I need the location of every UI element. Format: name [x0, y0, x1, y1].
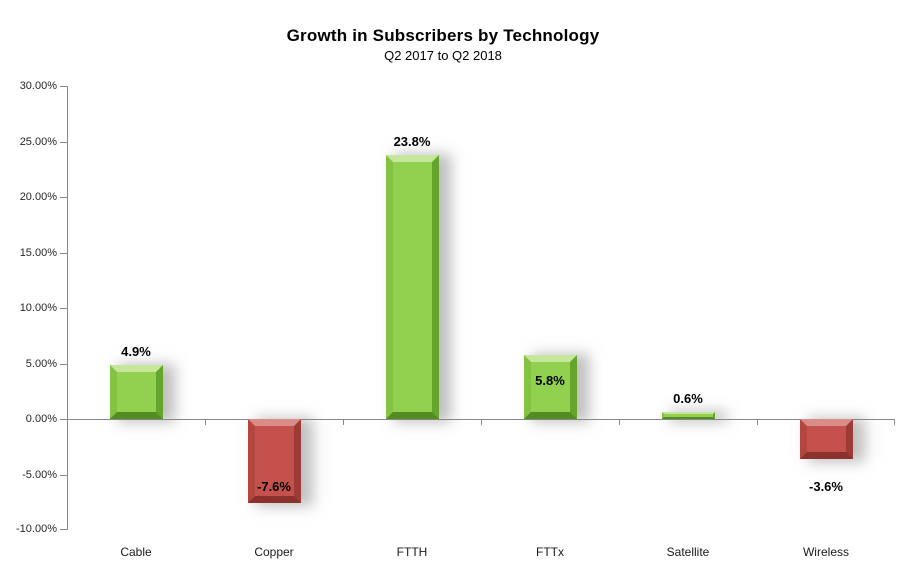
bar-ftth [386, 155, 439, 419]
category-label-satellite: Satellite [666, 545, 710, 559]
y-axis-tick [60, 197, 67, 198]
y-axis-tick [60, 86, 67, 87]
data-label-copper: -7.6% [257, 479, 291, 494]
category-label-cable: Cable [120, 545, 152, 559]
bar-fttx [524, 355, 577, 419]
category-label-wireless: Wireless [802, 545, 849, 559]
bar-wireless [800, 419, 853, 459]
x-axis-tick [481, 420, 482, 425]
y-axis-label: -10.00% [16, 523, 57, 535]
y-axis-tick [60, 142, 67, 143]
x-axis-tick [757, 420, 758, 425]
y-axis-label: -5.00% [22, 469, 57, 481]
y-axis-line [67, 86, 68, 530]
x-axis-tick [343, 420, 344, 425]
y-axis-label: 5.00% [25, 358, 57, 370]
bar-cable [110, 365, 163, 419]
x-axis-end-tick [894, 420, 895, 425]
bar-satellite [662, 412, 715, 419]
y-axis-tick [60, 364, 67, 365]
y-axis-tick [60, 419, 67, 420]
data-label-satellite: 0.6% [673, 391, 703, 406]
data-label-wireless: -3.6% [809, 479, 843, 494]
x-axis-zero-line [67, 419, 895, 420]
y-axis-label: 10.00% [19, 302, 57, 314]
y-axis-label: 0.00% [25, 413, 57, 425]
chart-subtitle: Q2 2017 to Q2 2018 [384, 48, 502, 63]
bar-copper [248, 419, 301, 503]
y-axis-label: 25.00% [19, 136, 57, 148]
category-label-copper: Copper [254, 545, 294, 559]
y-axis-label: 30.00% [19, 80, 57, 92]
data-label-fttx: 5.8% [535, 373, 565, 388]
y-axis-tick [60, 308, 67, 309]
x-axis-tick [619, 420, 620, 425]
y-axis-tick [60, 253, 67, 254]
y-axis-label: 20.00% [19, 191, 57, 203]
data-label-ftth: 23.8% [393, 134, 431, 149]
category-label-fttx: FTTx [536, 545, 564, 559]
data-label-cable: 4.9% [121, 344, 151, 359]
y-axis-label: 15.00% [19, 247, 57, 259]
chart-title: Growth in Subscribers by Technology [286, 26, 600, 45]
y-axis-tick [60, 529, 67, 530]
plot-area: 30.00% 25.00% 20.00% 15.00% 10.00% 5.00% 0.00%… [16, 80, 895, 559]
y-axis-tick [60, 475, 67, 476]
category-label-ftth: FTTH [396, 545, 428, 559]
x-axis-tick [205, 420, 206, 425]
